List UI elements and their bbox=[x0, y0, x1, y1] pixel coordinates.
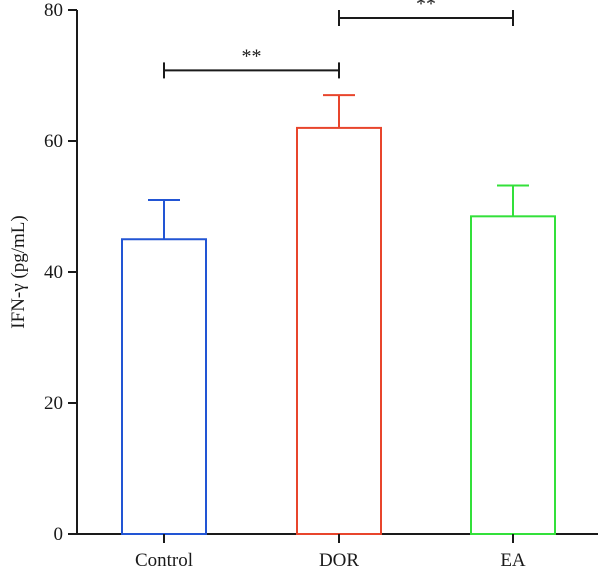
y-tick-label: 40 bbox=[44, 262, 63, 283]
bar-dor bbox=[296, 126, 382, 536]
plot-area: 0 20 40 60 80 Control DOR EA ** ** bbox=[44, 0, 598, 569]
significance-label: ** bbox=[416, 0, 436, 15]
y-axis-title: IFN-γ (pg/mL) bbox=[8, 215, 29, 328]
bar-ea bbox=[470, 215, 556, 535]
y-tick-label: 0 bbox=[54, 524, 64, 545]
x-tick-label-ea: EA bbox=[500, 550, 526, 569]
x-tick-label-control: Control bbox=[135, 550, 193, 569]
y-tick-label: 20 bbox=[44, 393, 63, 414]
y-tick-label: 60 bbox=[44, 131, 63, 152]
significance-label: ** bbox=[242, 45, 262, 67]
x-tick-label-dor: DOR bbox=[319, 550, 359, 569]
bar-control bbox=[121, 238, 207, 535]
y-tick-label: 80 bbox=[44, 0, 63, 21]
